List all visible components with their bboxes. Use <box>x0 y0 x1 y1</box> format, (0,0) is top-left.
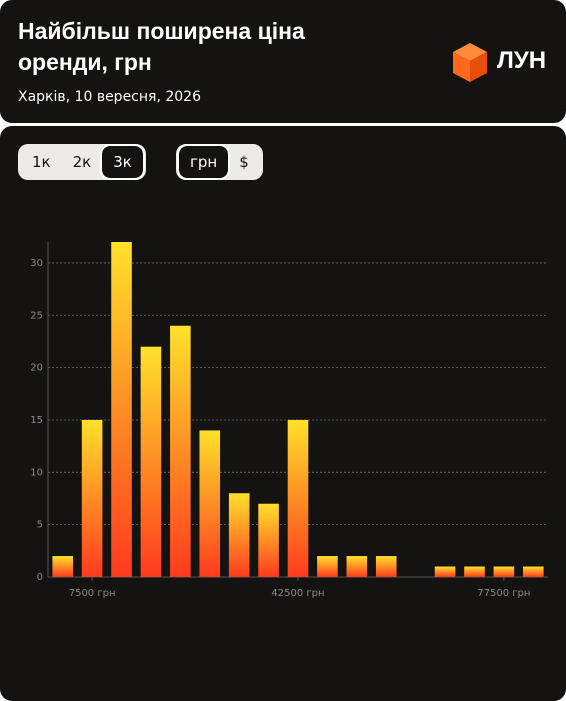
rooms-option[interactable]: 1к <box>32 153 51 171</box>
bar <box>523 566 544 577</box>
bar <box>170 325 191 577</box>
bar <box>258 503 279 577</box>
bar <box>493 566 515 577</box>
bar <box>228 493 250 577</box>
x-tick-label: 42500 грн <box>271 588 324 599</box>
bar <box>111 242 132 577</box>
currency-option[interactable]: $ <box>239 153 249 171</box>
y-tick-label: 15 <box>30 415 43 426</box>
header-card: Найбільш поширена ціна оренди, грн Харкі… <box>0 0 566 123</box>
y-tick-label: 10 <box>30 467 43 478</box>
rooms-option[interactable]: 2к <box>72 153 92 171</box>
bar <box>287 419 309 577</box>
currency-option[interactable]: грн <box>176 144 231 180</box>
chart-subtitle: Харків, 10 вересня, 2026 <box>18 89 201 105</box>
y-tick-label: 30 <box>30 258 43 269</box>
logo-icon <box>453 43 487 82</box>
bar <box>199 430 221 577</box>
y-tick-label: 20 <box>30 363 43 374</box>
y-tick-label: 5 <box>37 520 43 531</box>
bar <box>464 566 485 577</box>
bar <box>81 419 103 577</box>
bar <box>52 556 73 577</box>
bar <box>375 556 397 577</box>
chart-title: Найбільш поширена ціна оренди, грн <box>18 18 305 75</box>
bar <box>317 556 338 577</box>
y-tick-label: 25 <box>30 310 43 321</box>
rooms-option[interactable]: 3к <box>100 144 145 180</box>
currency-toggle: грн $ <box>176 144 263 180</box>
logo-text: ЛУН <box>497 47 547 74</box>
chart: 0 5 10 15 20 25 30 7500 грн 42500 грн 77500 грн <box>30 242 548 599</box>
x-tick-label: 77500 грн <box>477 588 530 599</box>
bar <box>346 556 368 577</box>
x-tick-label: 7500 грн <box>69 588 116 599</box>
chart-card: 1к 2к 3к грн $ 0 5 10 15 20 25 30 7500 грн 42500 гр… <box>0 126 566 701</box>
bar <box>140 346 162 577</box>
y-tick-label: 0 <box>37 572 43 583</box>
rooms-toggle: 1к 2к 3к <box>18 144 146 180</box>
bar <box>434 566 456 577</box>
